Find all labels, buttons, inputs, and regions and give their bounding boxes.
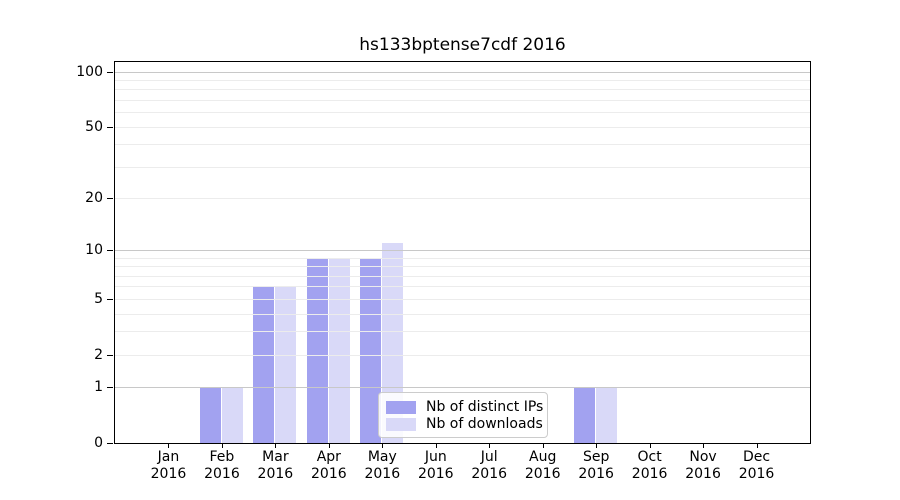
y-axis-tick-label: 1 xyxy=(94,379,103,396)
x-axis-tick-label: Apr 2016 xyxy=(311,449,347,482)
x-axis-tick-mark xyxy=(221,444,223,448)
gridline-major xyxy=(115,250,810,252)
bar-nb-of-distinct-ips-mar xyxy=(253,286,275,443)
x-axis-tick-label: Jan 2016 xyxy=(150,449,187,482)
y-axis-tick-label: 50 xyxy=(85,118,103,135)
gridline-minor xyxy=(115,257,810,259)
y-axis-tick-mark xyxy=(107,443,113,444)
x-axis-tick-mark xyxy=(756,444,758,448)
legend: Nb of distinct IPs Nb of downloads xyxy=(378,392,548,438)
gridline-minor xyxy=(115,144,810,146)
gridline-minor xyxy=(115,286,810,288)
x-axis-tick-mark xyxy=(489,444,491,448)
x-axis-tick-label: Nov 2016 xyxy=(685,449,721,482)
bar-nb-of-distinct-ips-feb xyxy=(199,387,221,443)
x-axis-tick-label: Feb 2016 xyxy=(204,449,240,482)
gridline-minor xyxy=(115,112,810,114)
bar-nb-of-downloads-apr xyxy=(328,257,350,443)
x-axis-tick-mark xyxy=(275,444,277,448)
y-axis-tick-mark xyxy=(107,387,113,389)
x-axis-tick-mark xyxy=(649,444,651,448)
bar-nb-of-downloads-mar xyxy=(275,286,297,443)
x-axis-tick-label: Aug 2016 xyxy=(524,449,561,482)
y-axis-tick-label: 5 xyxy=(94,290,103,307)
x-axis-tick-mark xyxy=(703,444,705,448)
x-axis-tick-mark xyxy=(596,444,598,448)
x-axis-tick-mark xyxy=(435,444,437,448)
x-axis-tick-label: Sep 2016 xyxy=(578,449,614,482)
gridline-minor xyxy=(115,331,810,333)
gridline-minor xyxy=(115,275,810,277)
x-axis-tick-mark xyxy=(382,444,384,448)
plot-area: Nb of distinct IPs Nb of downloads xyxy=(114,61,811,444)
gridline-major xyxy=(115,71,810,73)
y-axis-tick-label: 100 xyxy=(76,63,103,80)
legend-label: Nb of distinct IPs xyxy=(426,399,544,415)
gridline-minor xyxy=(115,126,810,128)
gridline-minor xyxy=(115,266,810,268)
y-axis-tick-label: 10 xyxy=(85,242,103,259)
gridline-minor xyxy=(115,198,810,200)
legend-item: Nb of distinct IPs xyxy=(386,399,543,415)
bar-nb-of-distinct-ips-sep xyxy=(574,387,596,443)
gridline-minor xyxy=(115,80,810,82)
gridline-minor xyxy=(115,89,810,91)
bar-nb-of-downloads-feb xyxy=(221,387,243,443)
bar-nb-of-downloads-sep xyxy=(596,387,618,443)
legend-swatch-distinct-ips xyxy=(386,400,416,414)
x-axis-tick-label: Oct 2016 xyxy=(631,449,668,482)
x-axis-tick-mark xyxy=(328,444,330,448)
legend-swatch-downloads xyxy=(386,417,416,431)
x-axis-tick-label: Mar 2016 xyxy=(257,449,294,482)
legend-item: Nb of downloads xyxy=(386,416,543,432)
y-axis-tick-label: 2 xyxy=(94,346,103,363)
x-axis-tick-mark xyxy=(542,444,544,448)
bar-nb-of-distinct-ips-apr xyxy=(306,257,328,443)
y-axis-tick-label: 20 xyxy=(85,190,103,207)
y-axis-tick-mark xyxy=(107,250,113,252)
gridline-minor xyxy=(115,166,810,168)
y-axis-tick-mark xyxy=(107,71,113,73)
gridline-minor xyxy=(115,313,810,315)
x-axis-tick-label: Dec 2016 xyxy=(738,449,775,482)
x-axis-tick-mark xyxy=(168,444,170,448)
chart-title: hs133bptense7cdf 2016 xyxy=(359,35,566,55)
gridline-minor xyxy=(115,100,810,102)
x-axis-tick-label: May 2016 xyxy=(364,449,401,482)
x-axis-tick-label: Jul 2016 xyxy=(471,449,508,482)
y-axis-tick-mark xyxy=(107,298,113,300)
y-axis-tick-label: 0 xyxy=(94,435,103,451)
gridline-minor xyxy=(115,354,810,356)
bar-nb-of-distinct-ips-may xyxy=(360,257,382,443)
legend-label: Nb of downloads xyxy=(426,416,543,432)
gridline-minor xyxy=(115,298,810,300)
y-axis-tick-mark xyxy=(107,126,113,128)
gridline-major xyxy=(115,387,810,389)
y-axis-tick-mark xyxy=(107,198,113,200)
x-axis-tick-label: Jun 2016 xyxy=(417,449,454,482)
y-axis-tick-mark xyxy=(107,354,113,356)
